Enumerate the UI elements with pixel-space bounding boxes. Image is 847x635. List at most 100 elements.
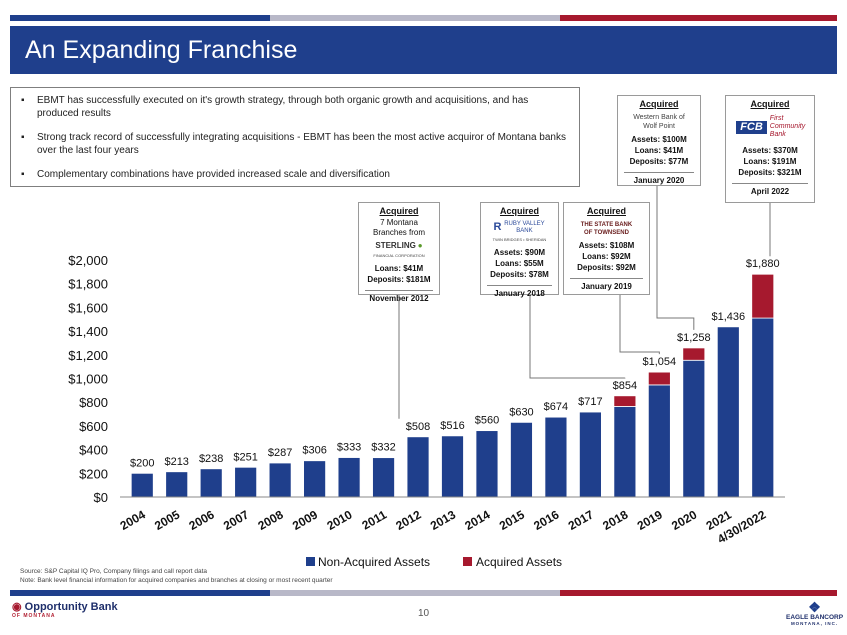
bullet-item: Strong track record of successfully inte… xyxy=(21,131,569,157)
sterling-logo: STERLING xyxy=(375,241,416,250)
bullet-item: Complementary combinations have provided… xyxy=(21,168,569,181)
connector-line xyxy=(529,295,626,379)
opportunity-bank-logo: ◉ Opportunity Bank OF MONTANA xyxy=(12,601,118,619)
x-tick-label: 2005 xyxy=(152,507,182,533)
bar-non-acquired xyxy=(510,421,533,498)
acq-stat: Loans: $41M xyxy=(374,264,424,273)
bar-non-acquired xyxy=(578,411,602,498)
acq-stat: Deposits: $181M xyxy=(367,275,431,284)
data-label: $1,880 xyxy=(746,258,780,270)
x-tick-label: 2016 xyxy=(531,507,561,533)
fcb-logo: FCB xyxy=(736,120,767,134)
y-tick-label: $1,600 xyxy=(68,300,108,315)
page-number: 10 xyxy=(418,608,430,619)
data-label: $200 xyxy=(130,457,154,469)
bar-acquired xyxy=(682,347,706,361)
x-tick-label: 2019 xyxy=(635,507,665,533)
data-label: $674 xyxy=(544,401,568,413)
bar-non-acquired xyxy=(647,384,671,498)
bar-acquired xyxy=(647,371,671,386)
bar-non-acquired xyxy=(544,416,568,498)
acq-box-townsend: Acquired THE STATE BANK OF TOWNSEND Asse… xyxy=(563,202,650,295)
acq-heading: Acquired xyxy=(379,206,419,216)
bar-non-acquired xyxy=(751,317,775,498)
x-tick-label: 2014 xyxy=(462,507,492,533)
x-tick-label: 2006 xyxy=(187,507,217,533)
acq-date: April 2022 xyxy=(750,187,790,196)
acq-stat: Assets: $108M xyxy=(578,241,635,250)
fcb-logo-sub: First Community Bank xyxy=(769,115,806,138)
ruby-logo: RUBY VALLEY BANK xyxy=(504,221,545,234)
acq-stat: Loans: $92M xyxy=(582,252,631,261)
acq-box-wolfpoint: Acquired Western Bank of Wolf Point Asse… xyxy=(617,95,701,186)
x-tick-label: 2009 xyxy=(290,507,320,533)
bar-non-acquired xyxy=(130,472,154,498)
x-tick-label: 2008 xyxy=(256,507,286,533)
y-tick-label: $400 xyxy=(79,443,108,458)
y-tick-label: $1,000 xyxy=(68,372,108,387)
opportunity-bank-icon: ◉ xyxy=(12,601,22,613)
top-color-bar xyxy=(10,15,837,21)
y-tick-label: $800 xyxy=(79,395,108,410)
acq-stat: Assets: $90M xyxy=(493,248,546,257)
acq-heading: Acquired xyxy=(499,206,539,216)
acq-date: January 2018 xyxy=(494,289,545,298)
acq-heading: Acquired xyxy=(639,99,679,109)
y-tick-label: $200 xyxy=(79,466,108,481)
x-tick-label: 2013 xyxy=(428,507,458,533)
bar-non-acquired xyxy=(234,466,258,498)
data-label: $1,436 xyxy=(711,311,745,323)
acq-desc: 7 Montana Branches from xyxy=(372,218,426,237)
y-tick-label: $0 xyxy=(94,490,108,505)
eagle-icon: ❖ xyxy=(808,599,821,615)
x-tick-label: 2012 xyxy=(393,507,423,533)
townsend-logo: THE STATE BANK OF TOWNSEND xyxy=(580,222,633,236)
x-tick-label: 2004 xyxy=(118,507,148,533)
bar-non-acquired xyxy=(268,462,292,498)
bar-non-acquired xyxy=(475,430,499,498)
data-label: $333 xyxy=(337,442,361,454)
connector-line xyxy=(619,295,660,355)
legend-swatch-acquired xyxy=(463,557,472,566)
page-title: An Expanding Franchise xyxy=(25,36,298,64)
acq-box-fcb: Acquired FCB First Community Bank Assets… xyxy=(725,95,815,203)
data-label: $1,258 xyxy=(677,332,711,344)
x-tick-label: 2015 xyxy=(497,507,527,533)
bar-non-acquired xyxy=(165,471,189,498)
data-label: $251 xyxy=(233,451,257,463)
acq-stat: Deposits: $92M xyxy=(577,263,636,272)
acq-box-ruby: Acquired R RUBY VALLEY BANK TWIN BRIDGES… xyxy=(480,202,559,298)
ruby-logo-sub: TWIN BRIDGES • SHERIDAN xyxy=(492,237,547,242)
bar-non-acquired xyxy=(303,460,327,498)
legend-label: Non-Acquired Assets xyxy=(318,555,430,569)
bar-non-acquired xyxy=(682,359,706,498)
data-label: $560 xyxy=(475,415,499,427)
y-tick-label: $600 xyxy=(79,419,108,434)
leaf-icon: ● xyxy=(417,241,423,250)
data-label: $238 xyxy=(199,453,223,465)
bar-acquired xyxy=(613,395,637,407)
x-tick-label: 2020 xyxy=(669,507,699,533)
data-label: $332 xyxy=(371,442,395,454)
bar-acquired xyxy=(751,273,775,319)
bullet-item: EBMT has successfully executed on it's g… xyxy=(21,94,569,120)
acq-heading: Acquired xyxy=(750,99,790,109)
data-label: $854 xyxy=(613,380,637,392)
data-label: $213 xyxy=(164,456,188,468)
legend-swatch-non-acquired xyxy=(306,557,315,566)
acq-stat: Deposits: $321M xyxy=(738,168,802,177)
acq-heading: Acquired xyxy=(586,206,626,216)
x-tick-label: 2017 xyxy=(566,507,596,533)
data-label: $508 xyxy=(406,421,430,433)
y-tick-label: $2,000 xyxy=(68,253,108,268)
data-label: $306 xyxy=(302,445,326,457)
footnote: Note: Bank level financial information f… xyxy=(20,577,333,584)
acq-date: January 2019 xyxy=(581,282,632,291)
acq-stat: Assets: $370M xyxy=(742,146,798,155)
legend-label: Acquired Assets xyxy=(476,555,562,569)
y-tick-label: $1,200 xyxy=(68,348,108,363)
bullet-box: EBMT has successfully executed on it's g… xyxy=(10,87,580,187)
y-tick-label: $1,400 xyxy=(68,324,108,339)
x-tick-label: 2007 xyxy=(221,507,251,533)
